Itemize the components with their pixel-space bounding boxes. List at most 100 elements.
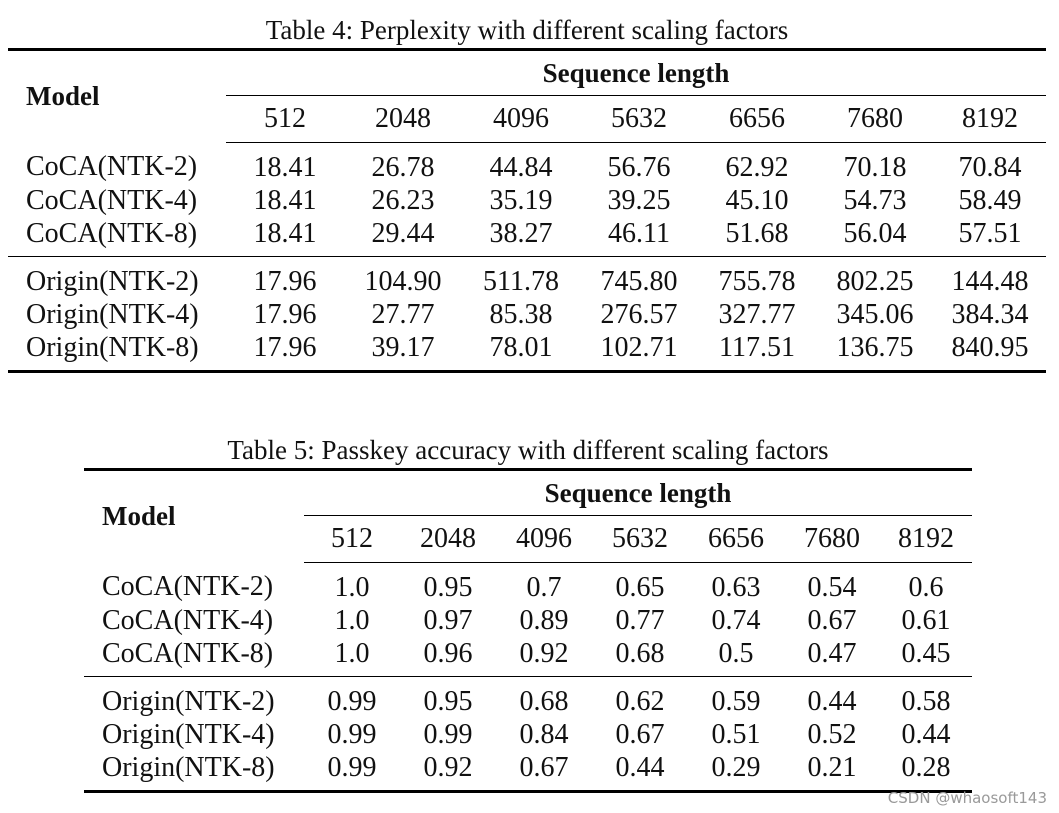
table-cell: 327.77 (718, 298, 796, 330)
table-cell: 0.77 (615, 604, 665, 636)
table-cell: 1.0 (334, 637, 370, 669)
table-cell: 26.23 (371, 184, 435, 216)
table-cell: 51.68 (725, 217, 789, 249)
table-row: CoCA(NTK-8) 1.0 0.96 0.92 0.68 0.5 0.47 … (84, 637, 972, 677)
table-cell: 0.65 (615, 571, 665, 603)
table-cell: 755.78 (698, 256, 816, 298)
sequence-length-header: Sequence length (304, 469, 973, 516)
model-name: CoCA(NTK-8) (26, 217, 198, 249)
table-cell: 0.74 (711, 604, 761, 636)
table-cell: 45.10 (725, 184, 789, 216)
table-cell: 276.57 (600, 298, 678, 330)
table-cell: 62.92 (725, 151, 789, 183)
table-cell: 78.01 (489, 331, 553, 363)
length-header: 4096 (496, 515, 592, 563)
model-name: CoCA(NTK-4) (26, 184, 198, 216)
table-cell: 29.44 (371, 217, 435, 249)
table5: Model Sequence length 512 2048 4096 5632… (84, 468, 973, 793)
table-cell: 0.51 (711, 718, 761, 750)
table-cell: 144.48 (934, 256, 1047, 298)
table-cell: 0.44 (901, 718, 951, 750)
table-cell: 0.97 (423, 604, 473, 636)
length-header: 4096 (462, 95, 580, 143)
table-cell: 0.99 (327, 751, 377, 783)
table-cell: 1.0 (334, 571, 370, 603)
table-cell: 46.11 (608, 217, 670, 249)
table-cell: 17.96 (226, 256, 344, 298)
table-cell: 0.99 (327, 718, 377, 750)
table-cell: 0.92 (423, 751, 473, 783)
table-cell: 0.67 (615, 718, 665, 750)
table5-caption: Table 5: Passkey accuracy with different… (227, 435, 829, 465)
table-cell: 0.67 (807, 604, 857, 636)
model-name: Origin(NTK-8) (102, 751, 275, 783)
table-cell: 0.47 (807, 637, 857, 669)
length-header: 8192 (880, 515, 973, 563)
table-row: Origin(NTK-2) 17.96 104.90 511.78 745.80… (8, 256, 1047, 298)
table-row: CoCA(NTK-2) 1.0 0.95 0.7 0.65 0.63 0.54 … (84, 563, 972, 605)
table-cell: 802.25 (816, 256, 934, 298)
table-cell: 27.77 (371, 298, 435, 330)
table-cell: 0.95 (400, 676, 496, 718)
table-row: CoCA(NTK-8) 18.41 29.44 38.27 46.11 51.6… (8, 217, 1046, 257)
table-cell: 511.78 (462, 256, 580, 298)
table-cell: 0.52 (807, 718, 857, 750)
length-header: 7680 (816, 95, 934, 143)
table-row: Origin(NTK-4) 0.99 0.99 0.84 0.67 0.51 0… (84, 718, 972, 751)
table-cell: 54.73 (843, 184, 907, 216)
table-cell: 0.99 (423, 718, 473, 750)
table-cell: 0.68 (496, 676, 592, 718)
sequence-length-header: Sequence length (226, 49, 1047, 96)
table-row: CoCA(NTK-4) 18.41 26.23 35.19 39.25 45.1… (8, 184, 1046, 217)
length-header: 512 (226, 95, 344, 143)
table-cell: 1.0 (334, 604, 370, 636)
model-name: Origin(NTK-4) (26, 298, 199, 330)
table-cell: 345.06 (836, 298, 914, 330)
table-row: Origin(NTK-8) 17.96 39.17 78.01 102.71 1… (8, 331, 1046, 372)
table-cell: 384.34 (951, 298, 1029, 330)
table-cell: 18.41 (253, 184, 317, 216)
table4-block: Table 4: Perplexity with different scali… (8, 12, 1047, 373)
table-cell: 0.63 (711, 571, 761, 603)
table-cell: 0.62 (592, 676, 688, 718)
table-cell: 0.21 (807, 751, 857, 783)
table-cell: 44.84 (489, 151, 553, 183)
table-cell: 0.61 (901, 604, 951, 636)
length-header: 2048 (344, 95, 462, 143)
table-cell: 0.5 (718, 637, 754, 669)
table-row: Origin(NTK-4) 17.96 27.77 85.38 276.57 3… (8, 298, 1046, 331)
table-cell: 0.68 (615, 637, 665, 669)
table4-caption: Table 4: Perplexity with different scali… (265, 15, 789, 45)
table4: Model Sequence length 512 2048 4096 5632… (8, 48, 1047, 373)
table-cell: 0.59 (688, 676, 784, 718)
table-cell: 35.19 (489, 184, 553, 216)
table-cell: 0.28 (901, 751, 951, 783)
model-column-header: Model (102, 501, 176, 532)
table-cell: 0.6 (908, 571, 944, 603)
table-cell: 0.7 (526, 571, 562, 603)
table-cell: 0.96 (423, 637, 473, 669)
table-cell: 0.92 (519, 637, 569, 669)
table-cell: 70.18 (843, 151, 907, 183)
model-name: Origin(NTK-2) (84, 676, 304, 718)
length-header: 5632 (592, 515, 688, 563)
table-cell: 38.27 (489, 217, 553, 249)
length-header: 8192 (934, 95, 1047, 143)
model-name: CoCA(NTK-4) (102, 604, 274, 636)
table-cell: 102.71 (600, 331, 678, 363)
table-cell: 0.84 (519, 718, 569, 750)
length-header: 7680 (784, 515, 880, 563)
table-row: Origin(NTK-8) 0.99 0.92 0.67 0.44 0.29 0… (84, 751, 972, 792)
length-header: 6656 (688, 515, 784, 563)
table-cell: 17.96 (253, 331, 317, 363)
table-cell: 136.75 (836, 331, 914, 363)
table-cell: 18.41 (253, 217, 317, 249)
table-cell: 840.95 (951, 331, 1029, 363)
table-cell: 56.04 (843, 217, 907, 249)
table-row: CoCA(NTK-4) 1.0 0.97 0.89 0.77 0.74 0.67… (84, 604, 972, 637)
table-cell: 56.76 (607, 151, 671, 183)
table-cell: 0.45 (901, 637, 951, 669)
table-row: CoCA(NTK-2) 18.41 26.78 44.84 56.76 62.9… (8, 143, 1046, 185)
table-cell: 745.80 (580, 256, 698, 298)
model-column-header: Model (26, 81, 100, 112)
